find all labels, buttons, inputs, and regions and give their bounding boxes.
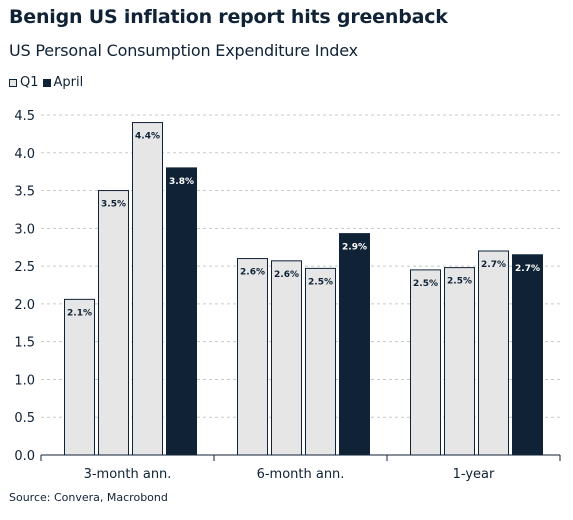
legend-item-q1: Q1 xyxy=(9,75,39,90)
source-note: Source: Convera, Macrobond xyxy=(9,491,168,504)
y-tick-label: 3.0 xyxy=(14,222,35,237)
y-tick-label: 2.5 xyxy=(14,260,35,275)
y-tick-label: 4.0 xyxy=(14,147,35,162)
bar-value-label: 2.7% xyxy=(481,260,506,270)
bar xyxy=(98,190,129,456)
x-category-label: 6-month ann. xyxy=(257,467,345,482)
bar-value-label: 3.5% xyxy=(101,200,126,210)
bar xyxy=(271,260,302,456)
bar-value-label: 2.9% xyxy=(342,243,367,253)
chart-subtitle: US Personal Consumption Expenditure Inde… xyxy=(9,41,358,60)
bar xyxy=(512,254,543,456)
bar xyxy=(478,250,509,456)
legend-swatch-q1 xyxy=(9,78,17,87)
bar-value-label: 4.4% xyxy=(135,132,160,142)
bar xyxy=(237,258,268,456)
bar xyxy=(410,269,441,456)
chart-title: Benign US inflation report hits greenbac… xyxy=(9,6,448,28)
bar-value-label: 2.7% xyxy=(515,264,540,274)
legend-item-april: April xyxy=(42,75,84,90)
legend: Q1 April xyxy=(9,75,87,90)
bar-value-label: 2.5% xyxy=(413,279,438,289)
bar-value-label: 2.5% xyxy=(308,277,333,287)
y-tick-label: 0.0 xyxy=(14,449,35,464)
bar-value-label: 2.1% xyxy=(67,308,92,318)
legend-swatch-april xyxy=(42,78,51,87)
bar xyxy=(339,233,370,456)
y-tick-label: 0.5 xyxy=(14,411,35,426)
x-category-label: 3-month ann. xyxy=(84,467,172,482)
bar-value-label: 3.8% xyxy=(169,177,194,187)
legend-label-q1: Q1 xyxy=(20,75,39,90)
x-category-label: 1-year xyxy=(453,467,495,482)
bar xyxy=(132,122,163,456)
y-tick-label: 2.0 xyxy=(14,298,35,313)
y-tick-label: 4.5 xyxy=(14,109,35,124)
bar xyxy=(444,267,475,456)
bar xyxy=(64,298,95,456)
bar-value-label: 2.6% xyxy=(240,268,265,278)
y-tick-label: 1.5 xyxy=(14,336,35,351)
bar xyxy=(166,167,197,456)
bar xyxy=(305,267,336,456)
bar-value-label: 2.6% xyxy=(274,270,299,280)
y-tick-label: 1.0 xyxy=(14,373,35,388)
legend-label-april: April xyxy=(53,75,84,90)
y-tick-label: 3.5 xyxy=(14,185,35,200)
bar-value-label: 2.5% xyxy=(447,277,472,287)
